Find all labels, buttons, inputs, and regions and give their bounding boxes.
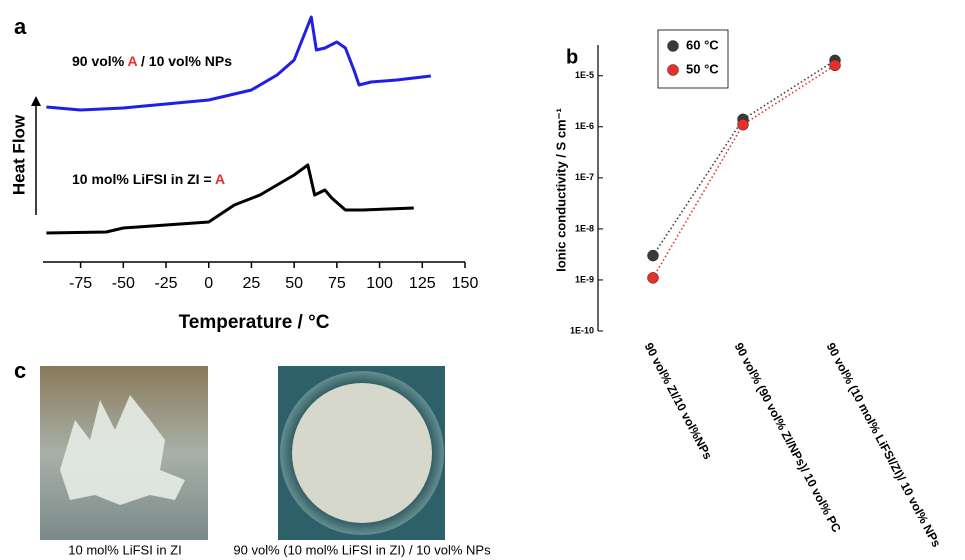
legend-box — [657, 29, 729, 89]
crystals — [60, 395, 185, 505]
x-tick-label: 90 vol% (10 mol% LiFSI/ZI)/ 10 vol% NPs — [824, 340, 944, 549]
annotation-part: 90 vol% — [72, 53, 128, 69]
legend-label: 50 °C — [686, 61, 719, 76]
x-tick-label: 75 — [328, 275, 346, 292]
y-tick-label: 1E-9 — [575, 274, 594, 284]
x-tick-label: 0 — [204, 275, 213, 292]
legend-marker — [667, 40, 679, 52]
point — [829, 59, 841, 72]
legend-label: 60 °C — [686, 37, 719, 52]
x-tick-label: 90 vol% (90 vol% ZI/NPs)/ 10 vol% PC — [732, 340, 844, 535]
x-tick-label: -25 — [154, 275, 177, 292]
x-tick-label: 125 — [409, 275, 436, 292]
x-tick-label: 50 — [285, 275, 303, 292]
annotation: 10 mol% LiFSI in ZI = A — [72, 171, 225, 187]
photo-caption: 90 vol% (10 mol% LiFSI in ZI) / 10 vol% … — [233, 542, 491, 557]
x-tick-label: -50 — [112, 275, 135, 292]
y-tick-label: 1E-10 — [570, 325, 594, 335]
disc — [292, 383, 432, 523]
point — [647, 249, 659, 262]
annotation-part: 10 mol% LiFSI in ZI = — [72, 171, 215, 187]
curve — [46, 15, 432, 112]
panel-label: b — [566, 46, 578, 68]
x-tick-label: 150 — [452, 275, 479, 292]
annotation-part: A — [128, 53, 138, 69]
arrow-head — [31, 96, 41, 106]
x-tick-label: 25 — [243, 275, 261, 292]
y-axis-label: Heat Flow — [9, 114, 28, 195]
panel-label: a — [14, 14, 27, 39]
annotation: 90 vol% A / 10 vol% NPs — [72, 53, 232, 69]
y-axis-label: Ionic conductivity / S cm⁻¹ — [553, 108, 568, 272]
point — [647, 272, 659, 284]
point — [737, 118, 749, 131]
x-axis-label: Temperature / °C — [179, 312, 330, 333]
x-tick-label: 100 — [366, 275, 393, 292]
panel-label: c — [14, 358, 26, 383]
dotted-line — [652, 64, 836, 279]
legend-marker — [667, 64, 679, 76]
annotation-part: / 10 vol% NPs — [137, 53, 232, 69]
annotation-part: A — [215, 171, 225, 187]
dotted-line — [652, 59, 836, 257]
photo-caption: 10 mol% LiFSI in ZI — [68, 542, 181, 557]
x-tick-label: 90 vol% ZI/10 vol%NPs — [642, 340, 716, 462]
x-tick-label: -75 — [69, 275, 92, 292]
curve — [46, 163, 414, 235]
y-tick-label: 1E-6 — [575, 121, 594, 131]
y-tick-label: 1E-7 — [575, 172, 594, 182]
y-tick-label: 1E-5 — [575, 70, 594, 80]
y-tick-label: 1E-8 — [575, 223, 594, 233]
